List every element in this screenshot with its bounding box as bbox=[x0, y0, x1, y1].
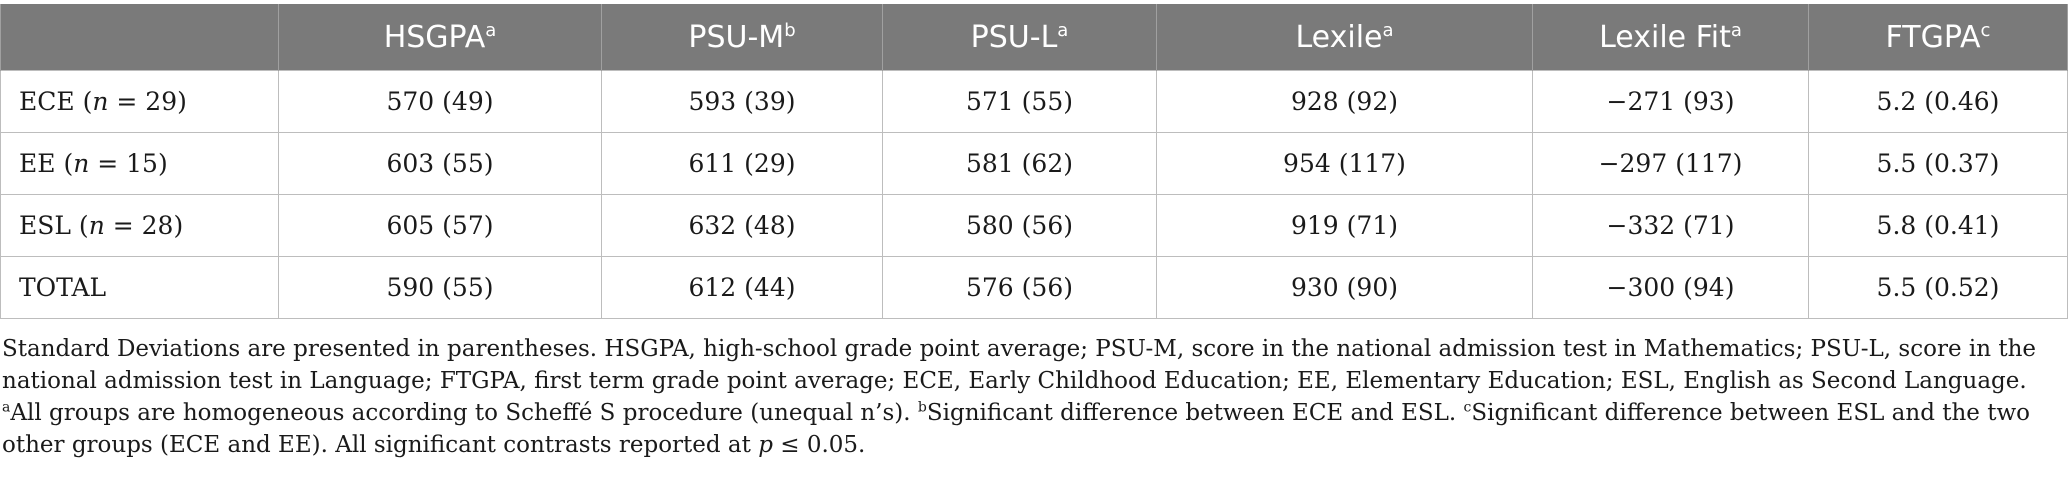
data-table-container: HSGPAa PSU-Mb PSU-La Lexilea Lexile Fita… bbox=[0, 4, 2068, 319]
table-cell: 581 (62) bbox=[882, 132, 1157, 195]
header-row: HSGPAa PSU-Mb PSU-La Lexilea Lexile Fita… bbox=[0, 4, 2068, 71]
table-cell: 576 (56) bbox=[882, 256, 1157, 319]
table-cell: 928 (92) bbox=[1156, 70, 1533, 133]
row-label-esl: ESL (n = 28) bbox=[0, 194, 279, 257]
table-cell: 5.8 (0.41) bbox=[1808, 194, 2068, 257]
table-row: TOTAL 590 (55) 612 (44) 576 (56) 930 (90… bbox=[0, 256, 2068, 319]
header-cell-ftgpa: FTGPAc bbox=[1808, 4, 2068, 71]
header-cell-psu-l: PSU-La bbox=[882, 4, 1157, 71]
table-cell: 611 (29) bbox=[601, 132, 883, 195]
table-cell: −300 (94) bbox=[1532, 256, 1809, 319]
table-cell: 954 (117) bbox=[1156, 132, 1533, 195]
table-cell: 571 (55) bbox=[882, 70, 1157, 133]
table-cell: −332 (71) bbox=[1532, 194, 1809, 257]
table-cell: 5.5 (0.37) bbox=[1808, 132, 2068, 195]
footnote-b: Significant difference between ECE and E… bbox=[926, 400, 1457, 426]
header-cell-psu-m: PSU-Mb bbox=[601, 4, 883, 71]
row-label-ee: EE (n = 15) bbox=[0, 132, 279, 195]
table-cell: 5.2 (0.46) bbox=[1808, 70, 2068, 133]
footnote-c: Significant difference between ESL and t… bbox=[2, 400, 2030, 458]
p-symbol: p bbox=[758, 432, 773, 458]
table-cell: 603 (55) bbox=[278, 132, 602, 195]
table-cell: −271 (93) bbox=[1532, 70, 1809, 133]
footnote-main: Standard Deviations are presented in par… bbox=[2, 336, 2037, 394]
footnote-marker-b: b bbox=[917, 399, 927, 416]
table-cell: 612 (44) bbox=[601, 256, 883, 319]
header-cell-hsgpa: HSGPAa bbox=[278, 4, 602, 71]
table-cell: 930 (90) bbox=[1156, 256, 1533, 319]
table-cell: 919 (71) bbox=[1156, 194, 1533, 257]
row-label-ece: ECE (n = 29) bbox=[0, 70, 279, 133]
p-value: ≤ 0.05. bbox=[772, 432, 866, 458]
row-label-total: TOTAL bbox=[0, 256, 279, 319]
header-cell-empty bbox=[0, 4, 279, 71]
header-cell-lexile: Lexilea bbox=[1156, 4, 1533, 71]
table-cell: 570 (49) bbox=[278, 70, 602, 133]
footnote-marker-c: c bbox=[1463, 399, 1472, 416]
table-cell: 632 (48) bbox=[601, 194, 883, 257]
footnote-marker-a: a bbox=[2, 399, 11, 416]
table-cell: −297 (117) bbox=[1532, 132, 1809, 195]
table-cell: 590 (55) bbox=[278, 256, 602, 319]
table-cell: 593 (39) bbox=[601, 70, 883, 133]
header-cell-lexile-fit: Lexile Fita bbox=[1532, 4, 1809, 71]
table-row: ESL (n = 28) 605 (57) 632 (48) 580 (56) … bbox=[0, 194, 2068, 257]
data-table: HSGPAa PSU-Mb PSU-La Lexilea Lexile Fita… bbox=[0, 4, 2068, 319]
footnote-a: All groups are homogeneous according to … bbox=[10, 400, 911, 426]
table-footnote: Standard Deviations are presented in par… bbox=[2, 333, 2042, 461]
table-row: ECE (n = 29) 570 (49) 593 (39) 571 (55) … bbox=[0, 70, 2068, 133]
table-row: EE (n = 15) 603 (55) 611 (29) 581 (62) 9… bbox=[0, 132, 2068, 195]
table-cell: 5.5 (0.52) bbox=[1808, 256, 2068, 319]
table-cell: 605 (57) bbox=[278, 194, 602, 257]
table-cell: 580 (56) bbox=[882, 194, 1157, 257]
